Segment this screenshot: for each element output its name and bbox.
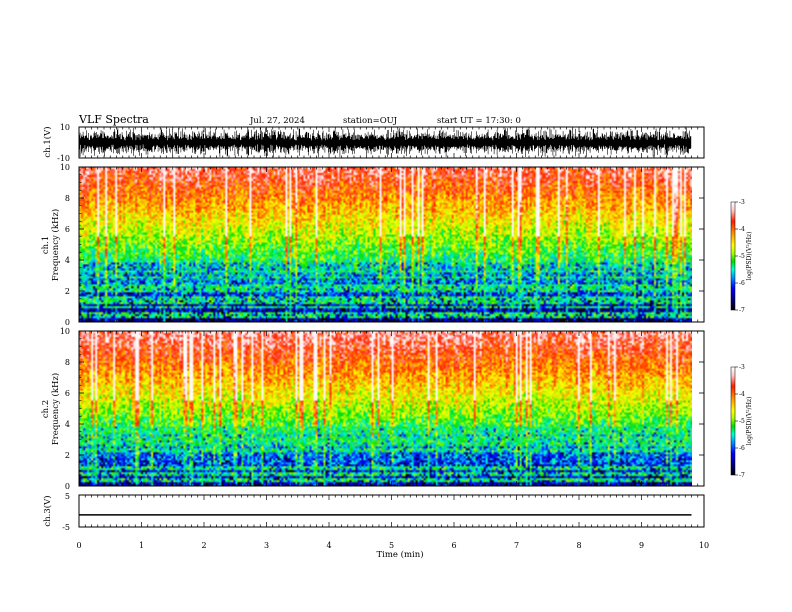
ch1-spectrogram-panel: ch.1 Frequency (kHz) 0 2 4 6 8 10 [41, 163, 705, 327]
ch1-colorbar-ticks: -3 -4 -5 -6 -7 [735, 199, 745, 314]
ch2-colorbar-label: log(PSD)(V²/Hz) [746, 397, 753, 446]
ch1-spectrogram-ylabel-frequency: Frequency (kHz) [50, 209, 61, 281]
time-axis-tick-label: 9 [639, 541, 644, 550]
time-axis-tick-label: 10 [699, 541, 709, 550]
ch2-spectrogram-ytick-label: 8 [65, 358, 70, 367]
ch2-spectrogram-ylabel-channel: ch.2 [41, 400, 51, 418]
ch2-spectrogram-ytick-label: 0 [65, 482, 70, 491]
time-axis-tick-label: 1 [139, 541, 144, 550]
ch2-colorbar-tick-label: -5 [739, 418, 745, 425]
ch1-colorbar-tick-label: -6 [739, 280, 745, 287]
time-axis-tick-label: 2 [201, 541, 206, 550]
ch1-waveform-trace [79, 127, 692, 158]
ch2-colorbar-tick-label: -4 [739, 391, 745, 398]
ch2-colorbar-tick-label: -7 [739, 472, 745, 479]
ch2-colorbar: -3 -4 -5 -6 -7 log(PSD)(V²/Hz) [730, 364, 753, 479]
ch1-spectrogram-ytick-label: 0 [65, 318, 70, 327]
ch2-spectrogram-ytick-label: 10 [60, 327, 70, 336]
ch1-colorbar-tick-label: -7 [739, 307, 745, 314]
ch1-spectrogram-image [79, 167, 692, 322]
ch2-spectrogram-ytick-label: 6 [65, 389, 70, 398]
ch2-colorbar-tick-label: -3 [739, 364, 745, 371]
ch1-colorbar-label: log(PSD)(V²/Hz) [746, 232, 753, 281]
ch1-spectrogram-ytick-label: 2 [65, 287, 70, 296]
time-axis-tick-label: 6 [451, 541, 456, 550]
ch1-spectrogram-ylabel-channel: ch.1 [41, 236, 51, 254]
ch3-ytick-bottom: -5 [62, 523, 70, 532]
ch1-colorbar-image [731, 202, 735, 310]
ch2-colorbar-ticks: -3 -4 -5 -6 -7 [735, 364, 745, 479]
ch1-ytick-bottom: -10 [57, 154, 70, 163]
ch2-spectrogram-ytick-label: 2 [65, 451, 70, 460]
ch1-waveform-path [79, 127, 692, 158]
ch2-spectrogram-yticks: 0 2 4 6 8 10 [60, 327, 704, 491]
ch1-colorbar-tick-label: -3 [739, 199, 745, 206]
ch1-spectrogram-yticks: 0 2 4 6 8 10 [60, 163, 704, 327]
ch3-waveform-ylabel: ch.3(V) [42, 495, 53, 526]
ch3-ytick-top: 5 [65, 492, 70, 501]
station-label: station=OUJ [343, 116, 398, 126]
ch1-spectrogram-ytick-label: 4 [65, 256, 70, 265]
time-axis-tick-label: 0 [76, 541, 81, 550]
time-axis-tick-label: 3 [264, 541, 269, 550]
ch1-spectrogram-ytick-label: 6 [65, 225, 70, 234]
ch1-spectrogram-ytick-label: 8 [65, 194, 70, 203]
ch2-colorbar-tick-label: -6 [739, 445, 745, 452]
start-time-label: start UT = 17:30: 0 [437, 116, 521, 126]
ch1-colorbar: -3 -4 -5 -6 -7 log(PSD)(V²/Hz) [730, 199, 753, 314]
ch2-spectrogram-ytick-label: 4 [65, 420, 70, 429]
ch1-waveform-ylabel: ch.1(V) [42, 126, 53, 157]
time-axis-tick-label: 4 [326, 541, 331, 550]
ch2-spectrogram-ylabel-frequency: Frequency (kHz) [50, 373, 61, 445]
ch2-colorbar-image [731, 367, 735, 475]
ch1-colorbar-tick-label: -5 [739, 253, 745, 260]
ch2-spectrogram-panel: ch.2 Frequency (kHz) 0 2 4 6 8 10 [41, 327, 705, 491]
time-axis-tick-labels: 0 1 2 3 4 5 6 7 8 9 10 [76, 541, 709, 550]
time-axis-tick-label: 5 [389, 541, 394, 550]
time-axis-ticks [78, 127, 705, 527]
ch2-spectrogram-image [79, 331, 692, 486]
ch1-spectrogram-ytick-label: 10 [60, 163, 70, 172]
ch1-colorbar-tick-label: -4 [739, 226, 745, 233]
time-axis-label: Time (min) [376, 549, 423, 560]
time-axis-tick-label: 8 [576, 541, 581, 550]
figure-title: VLF Spectra [78, 113, 149, 126]
ch1-ytick-top: 10 [60, 123, 70, 132]
time-axis-tick-label: 7 [514, 541, 519, 550]
date-label: Jul. 27, 2024 [249, 116, 305, 126]
